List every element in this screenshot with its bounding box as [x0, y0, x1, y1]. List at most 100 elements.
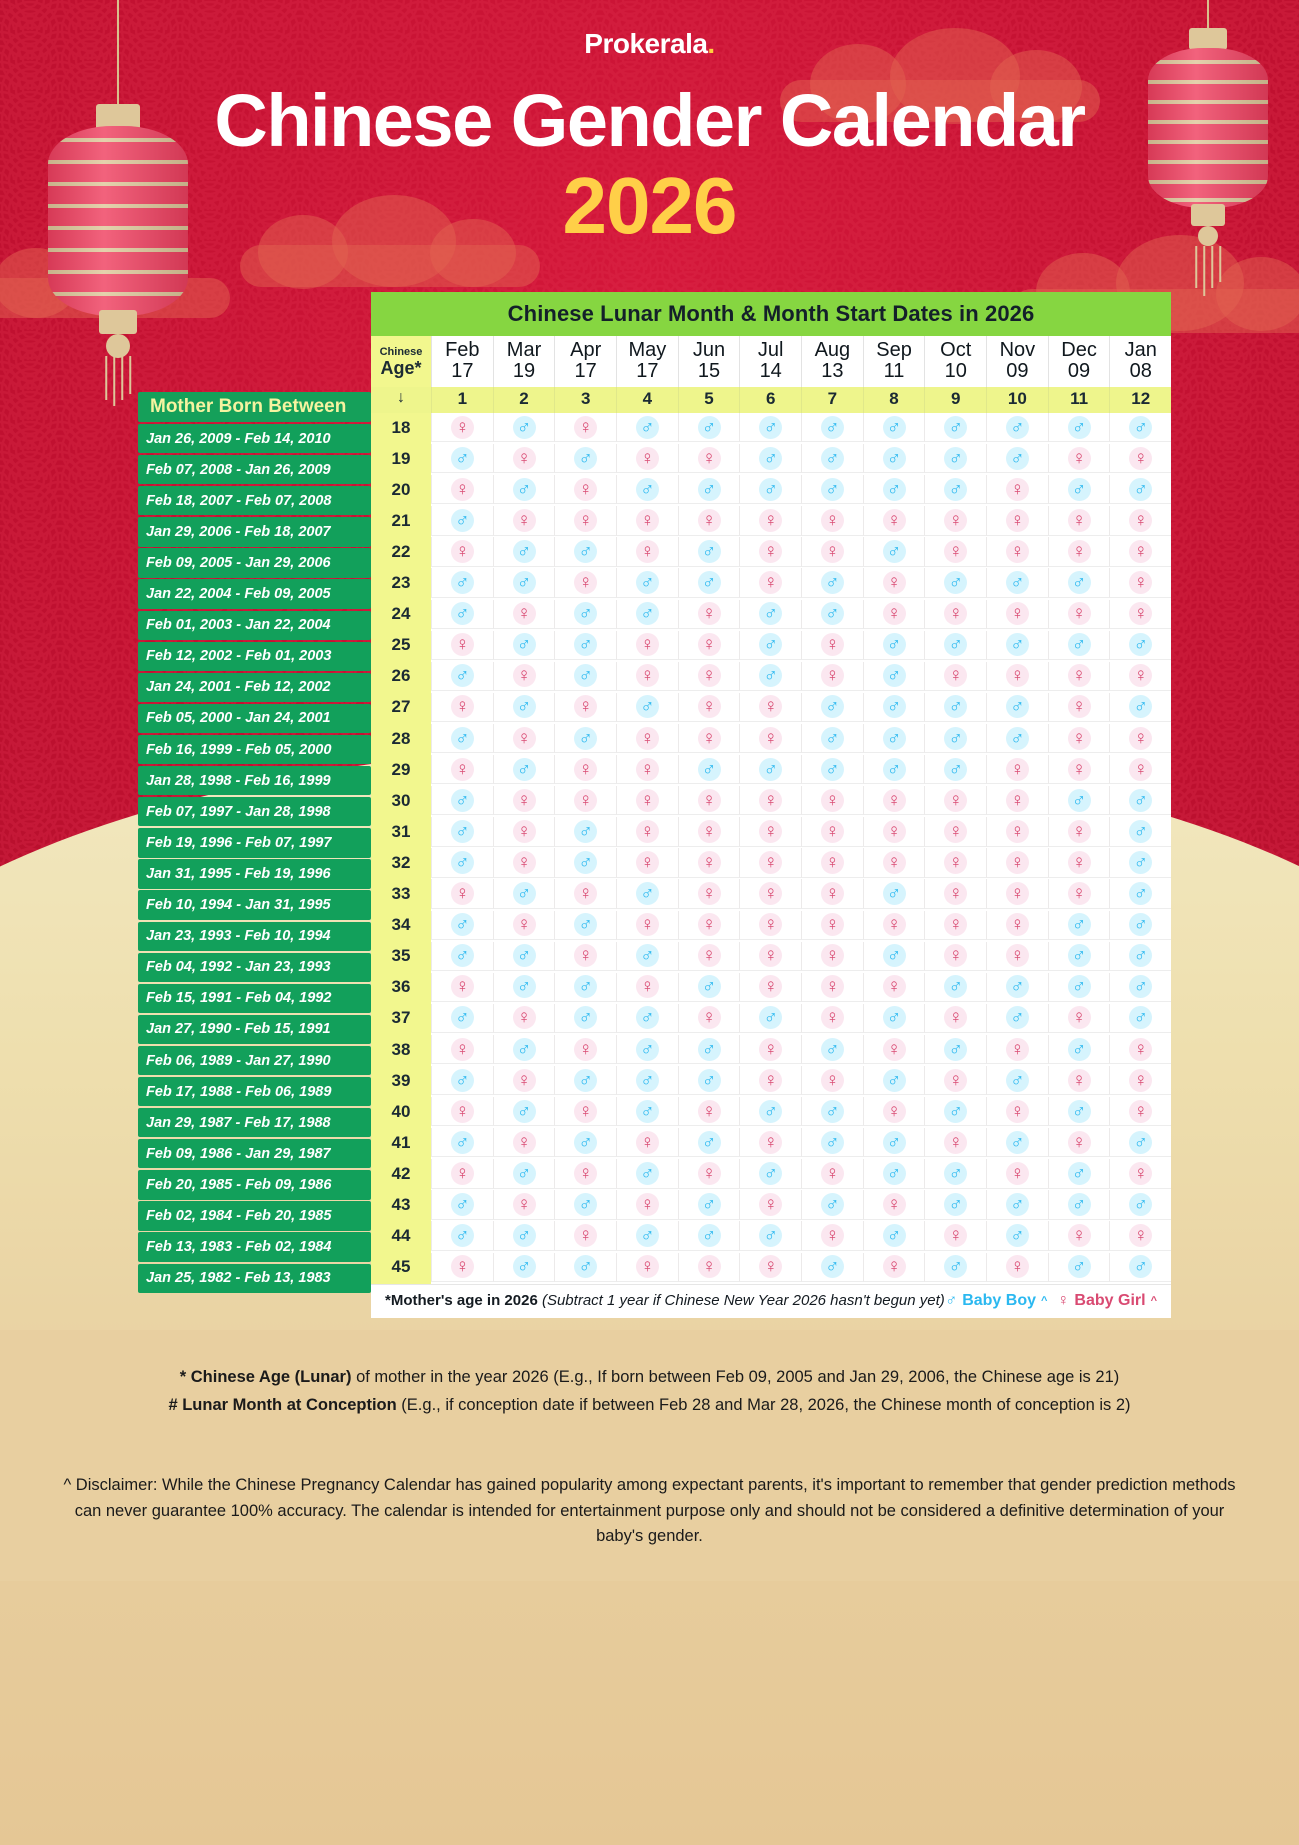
gender-cell-girl[interactable]: ♀	[677, 630, 740, 660]
gender-cell-girl[interactable]: ♀	[1109, 506, 1172, 536]
gender-cell-boy[interactable]: ♂	[739, 1097, 802, 1127]
gender-cell-boy[interactable]: ♂	[616, 941, 678, 971]
gender-cell-girl[interactable]: ♀	[616, 630, 678, 660]
gender-cell-girl[interactable]: ♀	[677, 910, 740, 940]
gender-cell-boy[interactable]: ♂	[862, 879, 925, 909]
gender-cell-boy[interactable]: ♂	[492, 1159, 555, 1189]
gender-cell-boy[interactable]: ♂	[862, 1159, 925, 1189]
gender-cell-girl[interactable]: ♀	[1047, 599, 1110, 629]
gender-cell-boy[interactable]: ♂	[986, 444, 1048, 474]
gender-cell-boy[interactable]: ♂	[616, 475, 678, 505]
gender-cell-girl[interactable]: ♀	[431, 972, 493, 1002]
gender-cell-boy[interactable]: ♂	[801, 475, 863, 505]
gender-cell-girl[interactable]: ♀	[431, 1034, 493, 1065]
gender-cell-girl[interactable]: ♀	[1047, 692, 1110, 723]
gender-cell-boy[interactable]: ♂	[1109, 879, 1172, 909]
gender-cell-boy[interactable]: ♂	[924, 1159, 987, 1189]
gender-cell-girl[interactable]: ♀	[924, 941, 987, 971]
gender-cell-boy[interactable]: ♂	[739, 755, 802, 785]
gender-cell-boy[interactable]: ♂	[1109, 692, 1172, 723]
gender-cell-boy[interactable]: ♂	[1109, 910, 1172, 940]
gender-cell-girl[interactable]: ♀	[801, 879, 863, 909]
gender-cell-boy[interactable]: ♂	[739, 1221, 802, 1251]
gender-cell-boy[interactable]: ♂	[924, 692, 987, 723]
gender-cell-girl[interactable]: ♀	[739, 1034, 802, 1065]
gender-cell-girl[interactable]: ♀	[492, 723, 555, 754]
gender-cell-girl[interactable]: ♀	[739, 723, 802, 754]
gender-cell-boy[interactable]: ♂	[986, 1221, 1048, 1251]
gender-cell-boy[interactable]: ♂	[677, 568, 740, 598]
gender-cell-boy[interactable]: ♂	[1109, 1190, 1172, 1220]
gender-cell-girl[interactable]: ♀	[1047, 1221, 1110, 1251]
gender-cell-girl[interactable]: ♀	[616, 506, 678, 536]
gender-cell-girl[interactable]: ♀	[431, 1159, 493, 1189]
gender-cell-girl[interactable]: ♀	[1109, 568, 1172, 598]
gender-cell-girl[interactable]: ♀	[616, 661, 678, 692]
gender-cell-girl[interactable]: ♀	[924, 817, 987, 847]
gender-cell-girl[interactable]: ♀	[1047, 661, 1110, 692]
gender-cell-boy[interactable]: ♂	[554, 1190, 617, 1220]
gender-cell-boy[interactable]: ♂	[492, 1252, 555, 1282]
gender-cell-boy[interactable]: ♂	[677, 755, 740, 785]
gender-cell-girl[interactable]: ♀	[431, 630, 493, 660]
gender-cell-boy[interactable]: ♂	[739, 475, 802, 505]
gender-cell-boy[interactable]: ♂	[862, 1003, 925, 1034]
gender-cell-boy[interactable]: ♂	[924, 755, 987, 785]
gender-cell-girl[interactable]: ♀	[492, 506, 555, 536]
gender-cell-boy[interactable]: ♂	[801, 692, 863, 723]
gender-cell-girl[interactable]: ♀	[677, 1003, 740, 1034]
gender-cell-boy[interactable]: ♂	[862, 1065, 925, 1096]
gender-cell-girl[interactable]: ♀	[862, 1252, 925, 1282]
gender-cell-boy[interactable]: ♂	[431, 1128, 493, 1158]
gender-cell-girl[interactable]: ♀	[431, 692, 493, 723]
gender-cell-boy[interactable]: ♂	[616, 599, 678, 629]
gender-cell-girl[interactable]: ♀	[1047, 723, 1110, 754]
gender-cell-boy[interactable]: ♂	[924, 972, 987, 1002]
gender-cell-girl[interactable]: ♀	[431, 755, 493, 785]
gender-cell-girl[interactable]: ♀	[862, 972, 925, 1002]
gender-cell-boy[interactable]: ♂	[1047, 972, 1110, 1002]
gender-cell-girl[interactable]: ♀	[924, 786, 987, 816]
gender-cell-boy[interactable]: ♂	[801, 599, 863, 629]
gender-cell-girl[interactable]: ♀	[1109, 1221, 1172, 1251]
gender-cell-girl[interactable]: ♀	[616, 786, 678, 816]
gender-cell-boy[interactable]: ♂	[1109, 817, 1172, 847]
gender-cell-boy[interactable]: ♂	[1109, 475, 1172, 505]
gender-cell-girl[interactable]: ♀	[1109, 599, 1172, 629]
gender-cell-girl[interactable]: ♀	[616, 1252, 678, 1282]
gender-cell-girl[interactable]: ♀	[616, 444, 678, 474]
gender-cell-boy[interactable]: ♂	[677, 1065, 740, 1096]
gender-cell-girl[interactable]: ♀	[986, 941, 1048, 971]
gender-cell-boy[interactable]: ♂	[862, 537, 925, 567]
gender-cell-girl[interactable]: ♀	[924, 910, 987, 940]
gender-cell-boy[interactable]: ♂	[677, 413, 740, 443]
gender-cell-girl[interactable]: ♀	[677, 692, 740, 723]
gender-cell-girl[interactable]: ♀	[862, 848, 925, 878]
gender-cell-boy[interactable]: ♂	[431, 941, 493, 971]
gender-cell-girl[interactable]: ♀	[739, 1065, 802, 1096]
gender-cell-boy[interactable]: ♂	[616, 1034, 678, 1065]
gender-cell-girl[interactable]: ♀	[739, 537, 802, 567]
gender-cell-boy[interactable]: ♂	[986, 568, 1048, 598]
gender-cell-girl[interactable]: ♀	[862, 1034, 925, 1065]
gender-cell-boy[interactable]: ♂	[1047, 910, 1110, 940]
gender-cell-boy[interactable]: ♂	[492, 1221, 555, 1251]
gender-cell-boy[interactable]: ♂	[554, 910, 617, 940]
gender-cell-boy[interactable]: ♂	[616, 568, 678, 598]
gender-cell-boy[interactable]: ♂	[554, 1252, 617, 1282]
gender-cell-boy[interactable]: ♂	[431, 817, 493, 847]
gender-cell-boy[interactable]: ♂	[492, 1097, 555, 1127]
gender-cell-girl[interactable]: ♀	[677, 848, 740, 878]
gender-cell-girl[interactable]: ♀	[492, 444, 555, 474]
gender-cell-girl[interactable]: ♀	[986, 599, 1048, 629]
gender-cell-girl[interactable]: ♀	[492, 1128, 555, 1158]
gender-cell-girl[interactable]: ♀	[554, 941, 617, 971]
gender-cell-girl[interactable]: ♀	[924, 599, 987, 629]
gender-cell-boy[interactable]: ♂	[554, 1003, 617, 1034]
gender-cell-girl[interactable]: ♀	[431, 1252, 493, 1282]
gender-cell-boy[interactable]: ♂	[554, 1065, 617, 1096]
gender-cell-boy[interactable]: ♂	[492, 755, 555, 785]
gender-cell-girl[interactable]: ♀	[554, 692, 617, 723]
gender-cell-boy[interactable]: ♂	[1109, 786, 1172, 816]
gender-cell-boy[interactable]: ♂	[554, 817, 617, 847]
